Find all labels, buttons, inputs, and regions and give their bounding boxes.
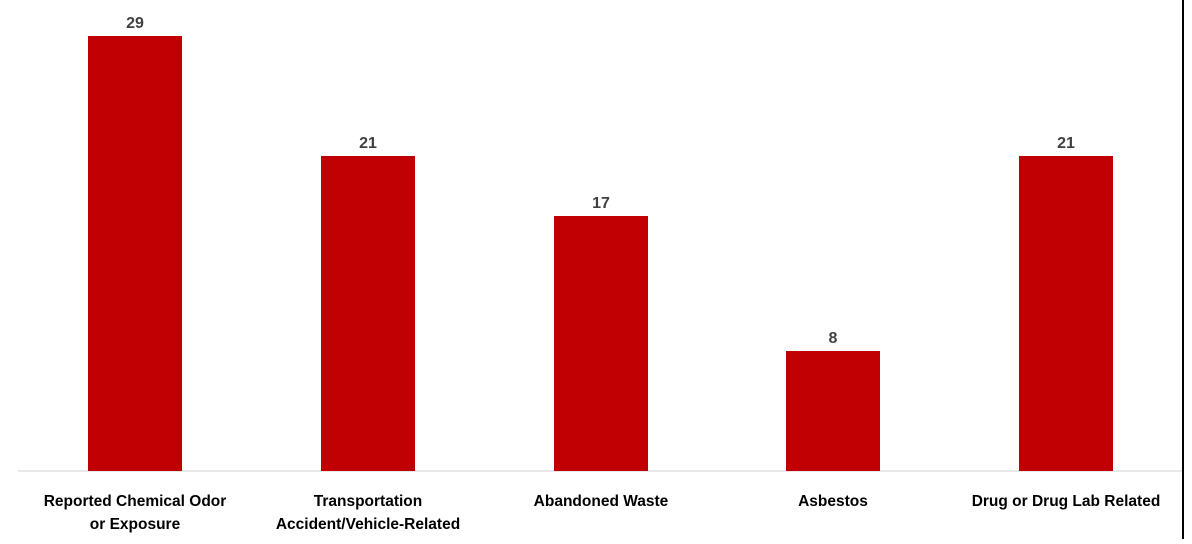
data-label-3: 17 bbox=[592, 195, 610, 212]
category-label-line: Asbestos bbox=[798, 493, 868, 510]
category-label-5: Drug or Drug Lab Related bbox=[972, 493, 1161, 510]
bars-group bbox=[88, 36, 1113, 471]
category-label-line: Abandoned Waste bbox=[534, 493, 669, 510]
bar-1 bbox=[88, 36, 182, 471]
bar-3 bbox=[554, 216, 648, 471]
category-label-line: or Exposure bbox=[90, 516, 181, 533]
data-label-1: 29 bbox=[126, 15, 144, 32]
data-label-4: 8 bbox=[829, 330, 838, 347]
category-label-line: Reported Chemical Odor bbox=[44, 493, 227, 510]
bar-2 bbox=[321, 156, 415, 471]
data-label-2: 21 bbox=[359, 135, 377, 152]
value-labels-group: 29 21 17 8 21 bbox=[126, 15, 1075, 347]
category-label-3: Abandoned Waste bbox=[534, 493, 669, 510]
category-label-1: Reported Chemical Odor or Exposure bbox=[44, 493, 227, 533]
right-border bbox=[1182, 0, 1184, 539]
bar-4 bbox=[786, 351, 880, 471]
category-label-2: Transportation Accident/Vehicle-Related bbox=[276, 493, 460, 533]
category-labels-group: Reported Chemical Odor or Exposure Transpo… bbox=[44, 493, 1161, 533]
category-label-4: Asbestos bbox=[798, 493, 868, 510]
data-label-5: 21 bbox=[1057, 135, 1075, 152]
bar-5 bbox=[1019, 156, 1113, 471]
category-label-line: Drug or Drug Lab Related bbox=[972, 493, 1161, 510]
category-label-line: Transportation bbox=[314, 493, 423, 510]
category-label-line: Accident/Vehicle-Related bbox=[276, 516, 460, 533]
